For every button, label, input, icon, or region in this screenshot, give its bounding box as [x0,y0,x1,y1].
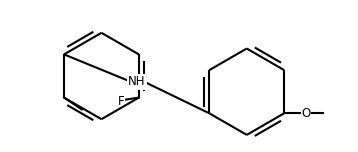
Text: O: O [301,107,310,120]
Text: F: F [118,95,125,108]
Text: NH: NH [128,75,145,88]
